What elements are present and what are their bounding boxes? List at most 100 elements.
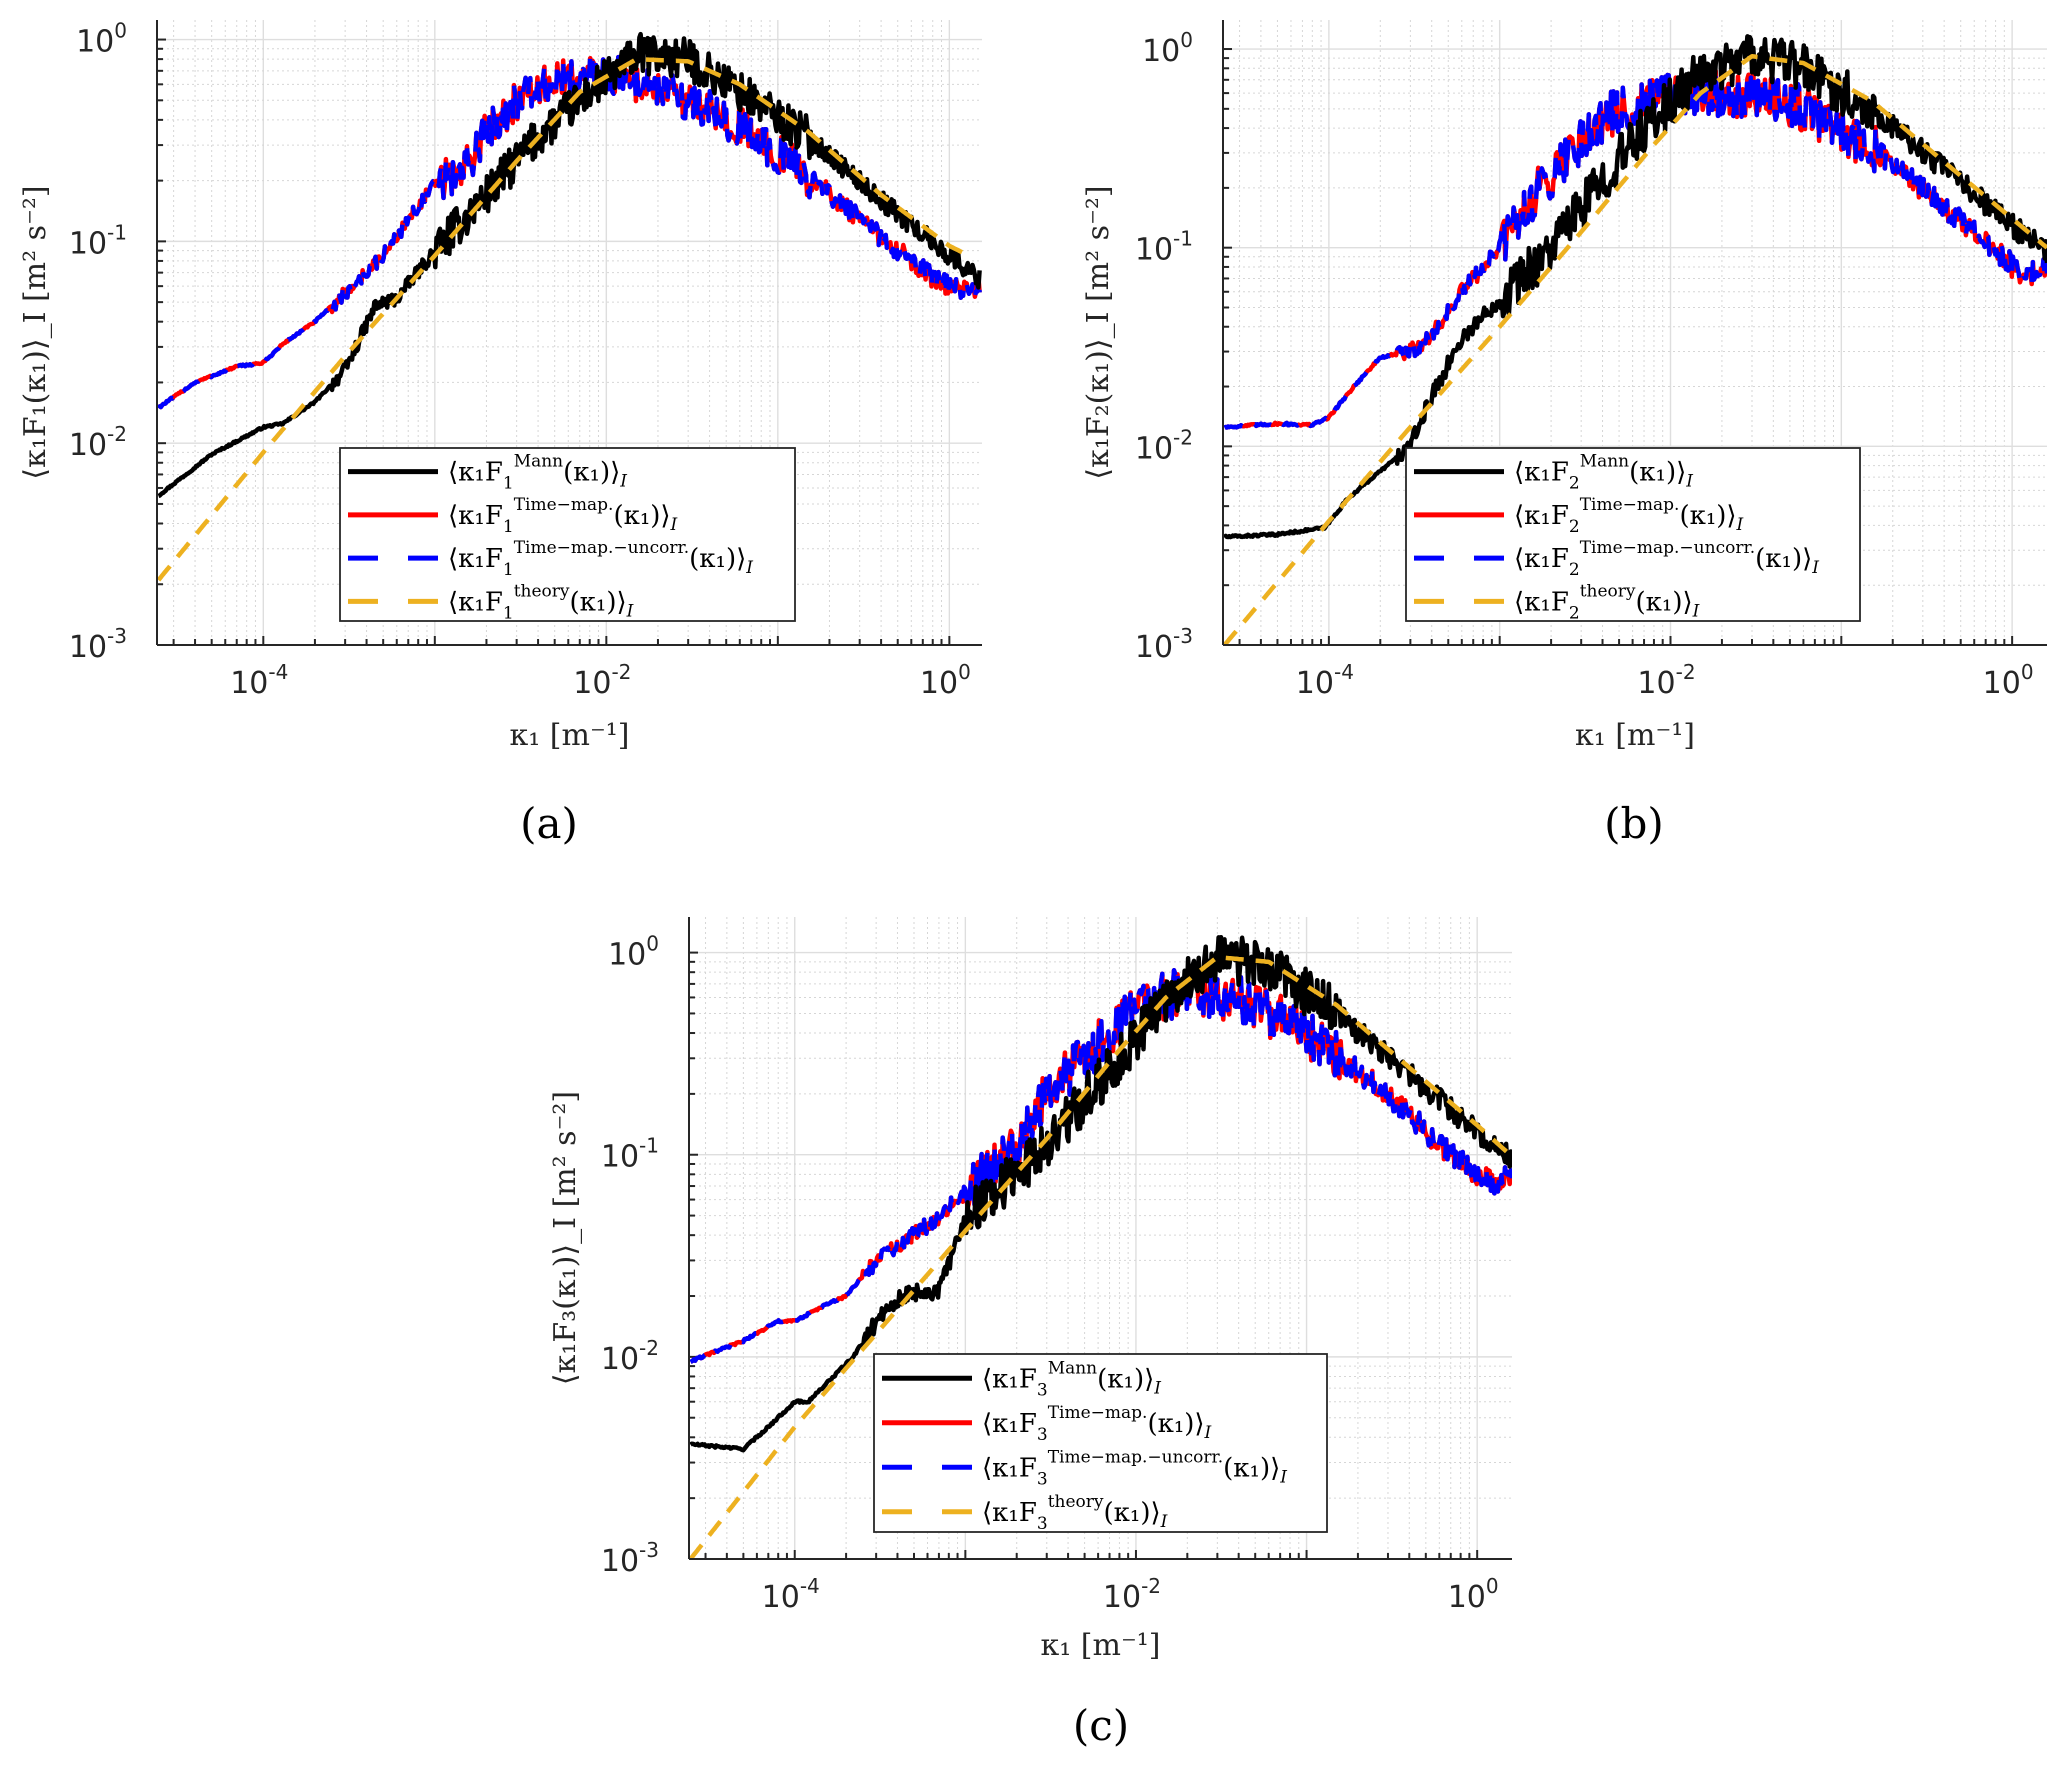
legend-superscript: Time−map.−uncorr. bbox=[1580, 538, 1755, 558]
legend-subscript: 3 bbox=[1037, 1425, 1048, 1445]
tick-exponent: 0 bbox=[114, 19, 127, 43]
legend-subscript: 2 bbox=[1569, 517, 1580, 537]
legend-subscript-i: I bbox=[745, 558, 753, 578]
series-group bbox=[1223, 34, 2047, 645]
tick-base: 10 bbox=[1135, 233, 1173, 268]
legend-subscript: 1 bbox=[503, 603, 514, 623]
tick-base: 10 bbox=[1448, 1580, 1486, 1615]
tick-base: 10 bbox=[76, 25, 114, 60]
x-tick-label: 10-4 bbox=[1296, 660, 1354, 701]
tick-exponent: -2 bbox=[1173, 425, 1193, 449]
legend-prefix: ⟨κ₁F bbox=[982, 1409, 1037, 1439]
x-tick-label: 10-2 bbox=[1103, 1574, 1161, 1615]
x-axis-label: κ₁ [m⁻¹] bbox=[1040, 1628, 1160, 1663]
legend-item-time_map_uncorr: ⟨κ₁F1Time−map.−uncorr.(κ₁)⟩I bbox=[348, 538, 753, 580]
tick-base: 10 bbox=[601, 1140, 639, 1175]
legend-item-time_map_uncorr: ⟨κ₁F2Time−map.−uncorr.(κ₁)⟩I bbox=[1414, 538, 1819, 580]
legend-suffix: (κ₁)⟩ bbox=[1223, 1453, 1280, 1483]
tick-base: 10 bbox=[601, 1544, 639, 1579]
caption-b: (b) bbox=[1604, 799, 1664, 848]
legend-label: ⟨κ₁F2Mann(κ₁)⟩I bbox=[1514, 452, 1693, 494]
series-group bbox=[157, 31, 982, 582]
y-tick-label: 10-1 bbox=[69, 220, 127, 261]
legend-prefix: ⟨κ₁F bbox=[982, 1364, 1037, 1394]
legend-label: ⟨κ₁F3Mann(κ₁)⟩I bbox=[982, 1358, 1161, 1400]
legend-suffix: (κ₁)⟩ bbox=[1629, 458, 1686, 488]
legend-label: ⟨κ₁F1theory(κ₁)⟩I bbox=[448, 581, 634, 623]
tick-exponent: -4 bbox=[268, 660, 288, 684]
legend-superscript: Mann bbox=[514, 452, 563, 472]
y-tick-label: 10-3 bbox=[1135, 624, 1193, 665]
tick-exponent: -2 bbox=[107, 422, 127, 446]
legend-prefix: ⟨κ₁F bbox=[1514, 544, 1569, 574]
y-axis-label: ⟨κ₁F₃(κ₁)⟩_I [m² s⁻²] bbox=[548, 1091, 583, 1385]
legend-prefix: ⟨κ₁F bbox=[982, 1498, 1037, 1528]
series-line-mann bbox=[157, 31, 982, 499]
tick-exponent: -1 bbox=[1173, 227, 1193, 251]
tick-exponent: -2 bbox=[1676, 660, 1696, 684]
y-tick-label: 10-2 bbox=[601, 1336, 659, 1377]
y-tick-label: 10-2 bbox=[1135, 425, 1193, 466]
y-axis-label: ⟨κ₁F₂(κ₁)⟩_I [m² s⁻²] bbox=[1081, 185, 1116, 479]
legend-subscript-i: I bbox=[1204, 1423, 1212, 1443]
legend-item-time_map: ⟨κ₁F1Time−map.(κ₁)⟩I bbox=[348, 495, 678, 537]
x-tick-label: 10-4 bbox=[230, 660, 288, 701]
y-tick-label: 10-2 bbox=[69, 422, 127, 463]
tick-base: 10 bbox=[69, 226, 107, 261]
tick-exponent: 0 bbox=[2021, 660, 2034, 684]
tick-base: 10 bbox=[601, 1342, 639, 1377]
tick-exponent: 0 bbox=[1486, 1574, 1499, 1598]
legend-suffix: (κ₁)⟩ bbox=[689, 544, 746, 574]
legend-prefix: ⟨κ₁F bbox=[1514, 587, 1569, 617]
legend-item-mann: ⟨κ₁F3Mann(κ₁)⟩I bbox=[882, 1358, 1161, 1400]
legend-label: ⟨κ₁F3Time−map.(κ₁)⟩I bbox=[982, 1403, 1212, 1445]
legend-prefix: ⟨κ₁F bbox=[982, 1453, 1037, 1483]
legend-suffix: (κ₁)⟩ bbox=[1636, 587, 1693, 617]
legend-superscript: Time−map. bbox=[514, 495, 614, 515]
legend: ⟨κ₁F2Mann(κ₁)⟩I⟨κ₁F2Time−map.(κ₁)⟩I⟨κ₁F2… bbox=[1405, 447, 1861, 623]
y-axis-label: ⟨κ₁F₁(κ₁)⟩_I [m² s⁻²] bbox=[18, 185, 53, 479]
tick-base: 10 bbox=[1103, 1580, 1141, 1615]
legend-suffix: (κ₁)⟩ bbox=[613, 501, 670, 531]
tick-exponent: 0 bbox=[958, 660, 971, 684]
tick-base: 10 bbox=[920, 666, 958, 701]
series-line-time_map_uncorr bbox=[157, 54, 982, 410]
tick-exponent: -3 bbox=[639, 1538, 659, 1562]
legend-prefix: ⟨κ₁F bbox=[448, 544, 503, 574]
legend-subscript-i: I bbox=[1160, 1512, 1168, 1532]
legend-prefix: ⟨κ₁F bbox=[1514, 501, 1569, 531]
legend-label: ⟨κ₁F1Mann(κ₁)⟩I bbox=[448, 452, 627, 494]
legend-subscript-i: I bbox=[1736, 515, 1744, 535]
series-line-time_map_uncorr bbox=[689, 966, 1512, 1364]
series-line-time_map_uncorr bbox=[1223, 68, 2047, 430]
legend-box bbox=[339, 447, 796, 622]
legend-subscript: 2 bbox=[1569, 560, 1580, 580]
legend-subscript-i: I bbox=[1685, 472, 1693, 492]
legend-subscript: 3 bbox=[1037, 1380, 1048, 1400]
legend-item-mann: ⟨κ₁F2Mann(κ₁)⟩I bbox=[1414, 452, 1693, 494]
tick-base: 10 bbox=[608, 938, 646, 973]
legend-label: ⟨κ₁F1Time−map.(κ₁)⟩I bbox=[448, 495, 678, 537]
legend-subscript-i: I bbox=[670, 515, 678, 535]
legend-subscript: 3 bbox=[1037, 1514, 1048, 1534]
x-tick-label: 10-4 bbox=[762, 1574, 820, 1615]
legend-box bbox=[873, 1353, 1328, 1533]
tick-base: 10 bbox=[1296, 666, 1334, 701]
caption-c: (c) bbox=[1073, 1701, 1129, 1750]
legend-subscript-i: I bbox=[626, 601, 634, 621]
y-tick-label: 10-1 bbox=[1135, 227, 1193, 268]
caption-a: (a) bbox=[520, 799, 578, 848]
legend-item-theory: ⟨κ₁F1theory(κ₁)⟩I bbox=[348, 581, 634, 623]
tick-base: 10 bbox=[230, 666, 268, 701]
x-tick-label: 100 bbox=[1983, 660, 2034, 701]
legend-suffix: (κ₁)⟩ bbox=[1755, 544, 1812, 574]
legend-superscript: theory bbox=[1048, 1492, 1104, 1512]
series-line-theory bbox=[157, 56, 970, 582]
tick-exponent: 0 bbox=[646, 932, 659, 956]
series-line-mann bbox=[689, 934, 1512, 1453]
